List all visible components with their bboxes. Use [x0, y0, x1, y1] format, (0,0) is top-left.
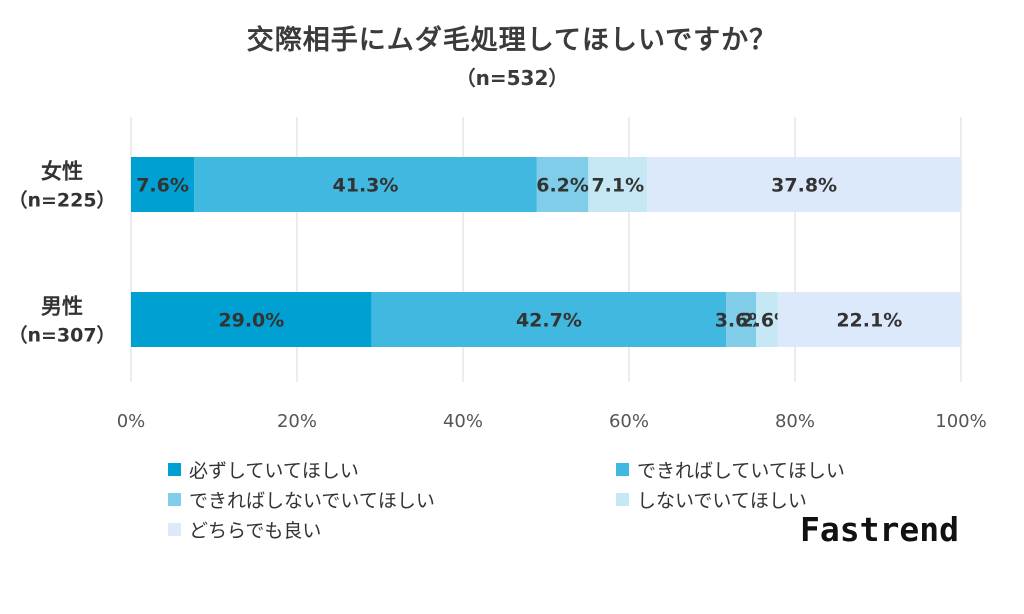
bar-segment	[726, 292, 756, 347]
legend-swatch	[168, 523, 181, 536]
data-label: 7.1%	[591, 175, 644, 197]
legend-swatch	[616, 463, 629, 476]
legend-item: 必ずしていてほしい	[168, 456, 359, 483]
x-tick-label: 20%	[277, 411, 317, 432]
bar-segment	[371, 292, 727, 347]
legend-item: どちらでも良い	[168, 516, 321, 543]
legend-swatch	[616, 493, 629, 506]
category-n-label: （n=307）	[8, 324, 115, 347]
bar-segment	[777, 292, 961, 347]
bar-segment	[755, 292, 778, 347]
bar-segment	[131, 292, 372, 347]
category-label: 女性	[41, 160, 83, 184]
bar-segment	[194, 157, 537, 212]
legend-item: できればしていてほしい	[616, 456, 845, 483]
legend-item: しないでいてほしい	[616, 486, 807, 513]
legend-label: しないでいてほしい	[637, 490, 807, 512]
category-label: 男性	[41, 295, 83, 319]
x-tick-label: 40%	[443, 411, 483, 432]
data-label: 6.2%	[536, 175, 589, 197]
bar-segment	[536, 157, 589, 212]
data-label: 7.6%	[136, 175, 189, 197]
x-tick-label: 0%	[117, 411, 146, 432]
data-label: 37.8%	[771, 175, 837, 197]
data-label: 22.1%	[836, 310, 902, 332]
data-label: 42.7%	[516, 310, 582, 332]
chart-title: 交際相手にムダ毛処理してほしいですか？	[246, 25, 778, 56]
brand-logo: Fastrend	[800, 510, 959, 549]
legend-swatch	[168, 493, 181, 506]
category-n-label: （n=225）	[8, 189, 115, 212]
bar-segment	[588, 157, 648, 212]
bar-segment	[131, 157, 195, 212]
bar-segment	[647, 157, 961, 212]
legend-label: できればしていてほしい	[637, 460, 845, 482]
legend-label: 必ずしていてほしい	[189, 460, 359, 482]
chart-subtitle: （n=532）	[455, 66, 569, 90]
x-tick-label: 100%	[935, 411, 986, 432]
legend-label: どちらでも良い	[189, 520, 322, 542]
data-label: 41.3%	[333, 175, 399, 197]
legend-item: できればしないでいてほしい	[168, 486, 435, 513]
legend-swatch	[168, 463, 181, 476]
x-tick-label: 80%	[775, 411, 815, 432]
data-label: 29.0%	[218, 310, 284, 332]
x-tick-label: 60%	[609, 411, 649, 432]
data-label: 3.6%	[715, 310, 768, 332]
legend-label: できればしないでいてほしい	[189, 490, 435, 512]
